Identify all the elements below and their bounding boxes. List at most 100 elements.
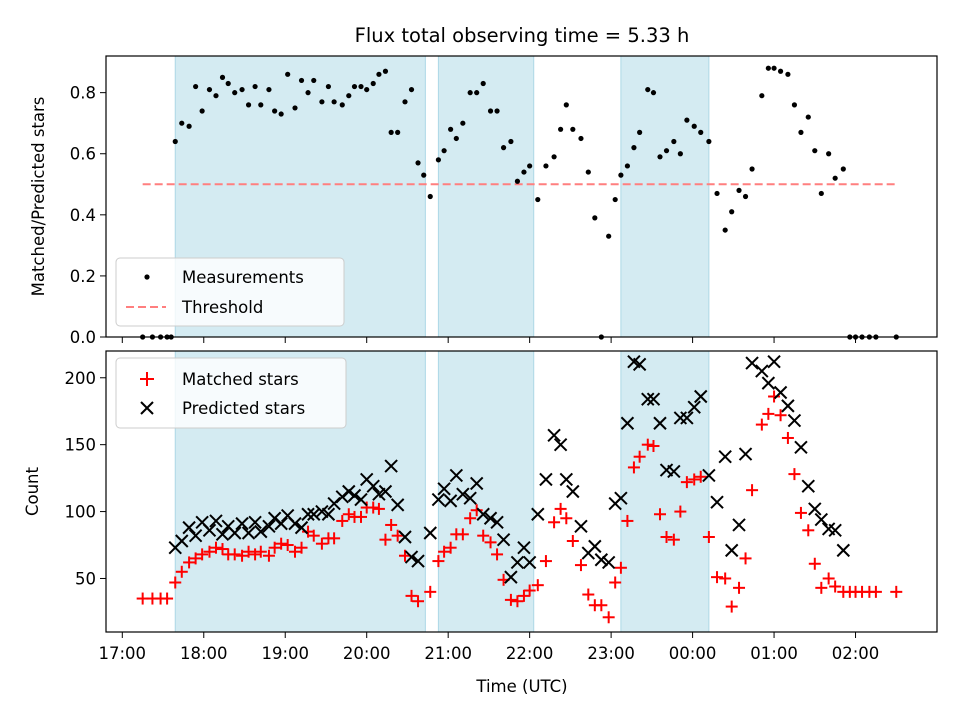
measurement-point-32 (351, 83, 358, 90)
predicted-star-point-75 (673, 411, 688, 425)
ratio-panel: Flux total observing time = 5.33 h 0.00.… (29, 24, 938, 347)
matched-star-point-101 (829, 580, 842, 593)
measurement-point-100 (812, 148, 818, 154)
matched-star-point-44 (438, 545, 451, 558)
predicted-star-point-2 (182, 520, 196, 535)
measurement-point-47 (448, 126, 454, 132)
predicted-star-point-21 (307, 507, 321, 521)
matched-star-point-32 (355, 510, 368, 523)
time-xtick-label-3: 20:00 (343, 644, 391, 663)
predicted-star-point-13 (254, 524, 268, 539)
predicted-star-point-87 (761, 376, 776, 390)
measurement-point-5 (172, 138, 178, 145)
measurement-point-17 (252, 83, 258, 90)
matched-star-point-26 (315, 537, 328, 550)
measurement-point-7 (186, 123, 192, 129)
predicted-star-point-72 (653, 416, 667, 430)
matched-star-point-89 (746, 484, 759, 497)
matched-star-point-47 (456, 528, 469, 541)
measurement-point-43 (421, 172, 427, 178)
matched-star-point-25 (307, 529, 320, 542)
matched-star-point-3 (161, 592, 174, 605)
measurement-points (140, 65, 899, 340)
matched-star-point-85 (719, 572, 732, 585)
measurement-point-101 (818, 190, 824, 197)
measurement-point-78 (657, 154, 663, 160)
predicted-star-point-57 (553, 437, 568, 452)
predicted-star-point-16 (274, 516, 288, 531)
predicted-star-point-60 (574, 519, 588, 533)
ratio-y-axis-label: Matched/Predicted stars (29, 97, 48, 297)
predicted-star-point-40 (437, 482, 451, 496)
matched-star-point-21 (281, 539, 294, 552)
matched-star-point-71 (621, 514, 634, 527)
measurement-point-24 (298, 77, 305, 84)
predicted-star-point-46 (476, 507, 490, 521)
matched-star-point-63 (566, 535, 579, 548)
measurement-point-14 (232, 90, 238, 96)
matched-star-point-7 (189, 552, 202, 565)
predicted-star-point-56 (547, 428, 561, 443)
ratio-y-axis: 0.0 0.2 0.4 0.6 0.8 (70, 84, 106, 347)
matched-star-point-19 (268, 541, 281, 554)
matched-star-point-78 (667, 533, 680, 546)
ratio-ytick-label-4: 0.8 (70, 84, 96, 103)
matched-star-point-86 (725, 600, 738, 613)
predicted-star-point-80 (710, 495, 724, 509)
measurement-point-91 (749, 166, 755, 172)
measurement-point-41 (408, 86, 415, 93)
matched-star-point-82 (694, 470, 707, 483)
measurement-point-95 (777, 68, 784, 74)
predicted-star-point-51 (510, 555, 525, 570)
predicted-star-point-93 (801, 479, 815, 493)
measurement-point-50 (467, 90, 473, 96)
measurement-point-6 (179, 120, 185, 126)
measurement-point-9 (199, 108, 205, 114)
predicted-star-point-28 (354, 492, 368, 507)
matched-star-point-108 (890, 585, 903, 598)
measurement-point-92 (759, 93, 765, 99)
predicted-star-point-14 (262, 519, 276, 533)
measurement-point-20 (272, 108, 278, 114)
matched-star-point-99 (815, 581, 828, 594)
matched-star-point-28 (328, 532, 341, 545)
matched-star-point-62 (560, 512, 573, 525)
predicted-star-point-55 (539, 472, 553, 487)
predicted-star-point-98 (836, 543, 851, 558)
time-xtick-label-8: 01:00 (750, 644, 798, 663)
measurement-point-40 (402, 99, 408, 105)
predicted-star-point-74 (667, 464, 681, 479)
predicted-star-point-12 (248, 515, 262, 529)
measurement-point-65 (570, 126, 576, 132)
measurement-point-83 (691, 123, 697, 129)
matched-star-point-14 (236, 549, 249, 562)
time-xtick-label-1: 18:00 (180, 644, 228, 663)
measurement-point-54 (494, 108, 500, 114)
measurement-point-99 (805, 114, 811, 120)
predicted-star-point-58 (559, 472, 574, 487)
measurement-point-87 (722, 227, 728, 233)
matched-star-point-74 (641, 438, 654, 451)
predicted-star-point-19 (294, 520, 309, 535)
matched-star-point-65 (582, 588, 595, 601)
measurement-point-44 (427, 193, 433, 200)
measurement-point-13 (225, 80, 231, 87)
legend-predicted-label: Predicted stars (182, 399, 305, 418)
count-ytick-label-0: 50 (75, 569, 96, 588)
measurement-point-39 (395, 129, 401, 135)
measurement-point-104 (840, 166, 846, 172)
matched-star-point-51 (484, 536, 497, 549)
measurement-point-45 (435, 157, 441, 163)
predicted-star-point-97 (828, 523, 842, 538)
predicted-star-point-1 (175, 534, 189, 548)
legend-measurements-marker (144, 274, 150, 280)
predicted-star-point-89 (773, 385, 788, 400)
matched-star-point-17 (254, 545, 267, 558)
predicted-star-point-78 (694, 389, 708, 404)
measurement-point-26 (311, 77, 317, 84)
matched-star-point-13 (228, 548, 241, 561)
measurement-point-57 (514, 178, 521, 184)
matched-star-point-38 (391, 529, 404, 542)
matched-star-point-79 (674, 505, 687, 518)
measurement-point-33 (358, 83, 364, 90)
